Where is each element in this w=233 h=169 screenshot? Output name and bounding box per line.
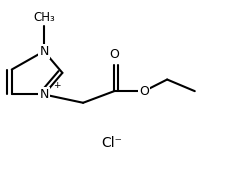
Text: N: N (39, 88, 49, 101)
Text: N: N (39, 45, 49, 58)
Text: O: O (109, 48, 119, 61)
Text: +: + (53, 81, 60, 90)
Text: O: O (139, 85, 149, 98)
Text: Cl⁻: Cl⁻ (101, 136, 122, 150)
Text: CH₃: CH₃ (33, 11, 55, 24)
